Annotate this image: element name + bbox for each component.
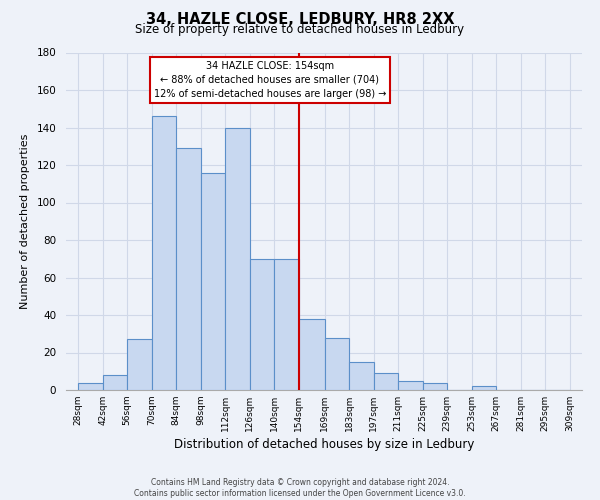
Bar [176, 148, 200, 390]
Text: Contains HM Land Registry data © Crown copyright and database right 2024.
Contai: Contains HM Land Registry data © Crown c… [134, 478, 466, 498]
Bar [274, 259, 299, 390]
Bar [250, 259, 274, 390]
Bar [225, 128, 250, 390]
X-axis label: Distribution of detached houses by size in Ledbury: Distribution of detached houses by size … [174, 438, 474, 451]
Bar [325, 338, 349, 390]
Bar [200, 172, 225, 390]
Bar [127, 340, 152, 390]
Bar [374, 373, 398, 390]
Bar [152, 116, 176, 390]
Y-axis label: Number of detached properties: Number of detached properties [20, 134, 29, 309]
Text: 34 HAZLE CLOSE: 154sqm
← 88% of detached houses are smaller (704)
12% of semi-de: 34 HAZLE CLOSE: 154sqm ← 88% of detached… [154, 61, 386, 99]
Bar [299, 319, 325, 390]
Bar [472, 386, 496, 390]
Text: Size of property relative to detached houses in Ledbury: Size of property relative to detached ho… [136, 22, 464, 36]
Bar [423, 382, 448, 390]
Bar [78, 382, 103, 390]
Bar [103, 375, 127, 390]
Text: 34, HAZLE CLOSE, LEDBURY, HR8 2XX: 34, HAZLE CLOSE, LEDBURY, HR8 2XX [146, 12, 454, 28]
Bar [398, 380, 423, 390]
Bar [349, 362, 374, 390]
